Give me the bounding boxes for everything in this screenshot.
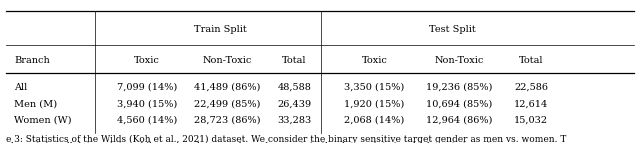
Text: Toxic: Toxic	[362, 56, 387, 64]
Text: 3,350 (15%): 3,350 (15%)	[344, 83, 404, 92]
Text: Toxic: Toxic	[134, 56, 160, 64]
Text: 41,489 (86%): 41,489 (86%)	[194, 83, 260, 92]
Text: 7,099 (14%): 7,099 (14%)	[117, 83, 177, 92]
Text: 3,940 (15%): 3,940 (15%)	[117, 99, 177, 108]
Text: ch contains all data points, while men and women branches contain the data point: ch contains all data points, while men a…	[6, 142, 572, 143]
Text: 26,439: 26,439	[277, 99, 312, 108]
Text: Total: Total	[519, 56, 543, 64]
Text: 12,964 (86%): 12,964 (86%)	[426, 115, 493, 124]
Text: 19,236 (85%): 19,236 (85%)	[426, 83, 493, 92]
Text: 28,723 (86%): 28,723 (86%)	[194, 115, 260, 124]
Text: Non-Toxic: Non-Toxic	[435, 56, 484, 64]
Text: Test Split: Test Split	[429, 25, 476, 34]
Text: Total: Total	[282, 56, 307, 64]
Text: 33,283: 33,283	[277, 115, 312, 124]
Text: 12,614: 12,614	[514, 99, 548, 108]
Text: All: All	[14, 83, 28, 92]
Text: Train Split: Train Split	[195, 25, 247, 34]
Text: 22,586: 22,586	[514, 83, 548, 92]
Text: Women (W): Women (W)	[14, 115, 72, 124]
Text: 10,694 (85%): 10,694 (85%)	[426, 99, 493, 108]
Text: Non-Toxic: Non-Toxic	[202, 56, 252, 64]
Text: e 3: Statistics of the Wilds (Koh et al., 2021) dataset. We consider the binary : e 3: Statistics of the Wilds (Koh et al.…	[6, 135, 567, 143]
Text: Branch: Branch	[14, 56, 50, 64]
Text: 15,032: 15,032	[514, 115, 548, 124]
Text: 1,920 (15%): 1,920 (15%)	[344, 99, 404, 108]
Text: 2,068 (14%): 2,068 (14%)	[344, 115, 404, 124]
Text: 4,560 (14%): 4,560 (14%)	[117, 115, 177, 124]
Text: 22,499 (85%): 22,499 (85%)	[194, 99, 260, 108]
Text: 48,588: 48,588	[278, 83, 311, 92]
Text: Men (M): Men (M)	[14, 99, 57, 108]
